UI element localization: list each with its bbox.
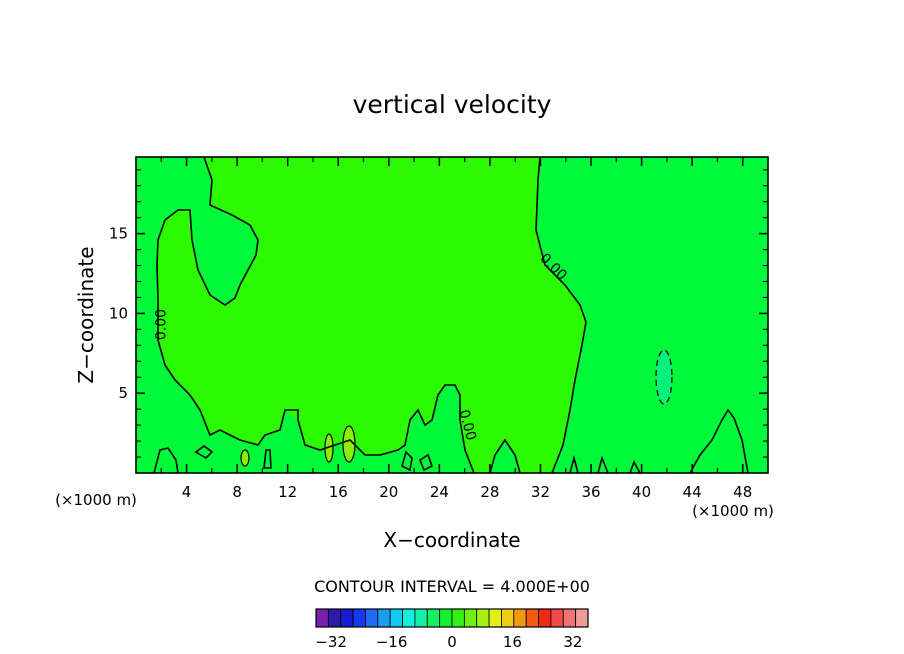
color-bar-swatch [426,608,441,628]
color-bar-swatch [562,608,577,628]
positive-region [157,157,586,473]
y-axis-ticks: 5 10 15 [109,169,768,458]
x-axis-label: X−coordinate [383,528,520,552]
zero-contour-line [194,445,433,472]
color-bar-frame [315,608,589,628]
contour-interval-label: CONTOUR INTERVAL = 4.000E+00 [314,577,590,596]
weak-negative-cell [656,350,672,404]
color-bar-tick-label: 32 [563,633,582,651]
color-bar-swatch [463,608,478,628]
color-bar [315,608,589,628]
x-unit-label-left: (×1000 m) [55,491,137,509]
color-bar-tick-label: 16 [503,633,522,651]
zero-contour-line [535,157,587,473]
x-tick-label: 24 [430,483,449,501]
x-tick-label: 40 [632,483,651,501]
color-bar-swatch [550,608,564,628]
color-bar-swatch [352,608,366,628]
color-bar-swatch [414,608,428,628]
contour-label: 0.00 [153,309,169,340]
x-tick-label: 12 [278,483,297,501]
y-tick-label: 10 [109,304,128,322]
color-bar-labels: −32 −16 0 16 32 [315,633,582,651]
color-bar-swatch [389,608,403,628]
plot-area: 0.000.000.00 [136,157,768,473]
color-bar-swatch [327,608,342,628]
contour-label: 0.00 [455,408,479,442]
weak-negative-contour [655,349,673,405]
zero-contour-line [689,408,749,473]
y-tick-label: 15 [109,225,128,243]
color-bar-swatch [513,608,527,628]
weak-contours [240,349,673,467]
color-bar-swatch [402,608,416,628]
x-tick-label: 48 [733,483,752,501]
color-bar-tick-label: −32 [315,633,347,651]
color-bar-swatch [575,608,589,628]
weak-positive-contour [342,425,356,463]
color-bar-swatch [488,608,502,628]
x-tick-label: 32 [531,483,550,501]
color-bar-swatch [439,608,453,628]
x-unit-label-right: (×1000 m) [692,502,774,520]
weak-positive-cell [241,450,249,466]
x-tick-label: 16 [329,483,348,501]
plot-frame [135,156,769,474]
color-bar-swatch [501,608,515,628]
weak-positive-cell [325,434,333,462]
y-tick-label: 5 [118,384,128,402]
x-axis-ticks: 4 8 12 16 20 24 28 32 36 40 44 48 [160,157,752,501]
weak-positive-cell [343,426,355,462]
color-bar-swatch [315,608,329,628]
color-bar-swatch [365,608,379,628]
zero-contours [153,157,749,473]
color-bar-swatch [525,608,539,628]
zero-contour-line [569,454,641,473]
weak-positive-contour [240,449,250,467]
color-bar-swatch [451,608,465,628]
zero-contour-line [489,438,521,473]
zero-contour-line [153,447,179,473]
color-bar-tick-label: 0 [447,633,457,651]
y-axis-label: Z−coordinate [74,246,98,383]
color-bar-swatch [340,608,354,628]
color-bar-tick-label: −16 [376,633,408,651]
color-bar-swatch [377,608,391,628]
color-bar-swatch [476,608,490,628]
x-tick-label: 8 [232,483,242,501]
chart-title: vertical velocity [353,90,552,119]
zero-contour-line [156,157,475,473]
x-tick-label: 36 [581,483,600,501]
x-tick-label: 44 [683,483,702,501]
weak-positive-contour [324,433,334,463]
x-tick-label: 4 [182,483,192,501]
color-bar-swatch [538,608,552,628]
x-tick-label: 20 [379,483,398,501]
x-tick-label: 28 [480,483,499,501]
